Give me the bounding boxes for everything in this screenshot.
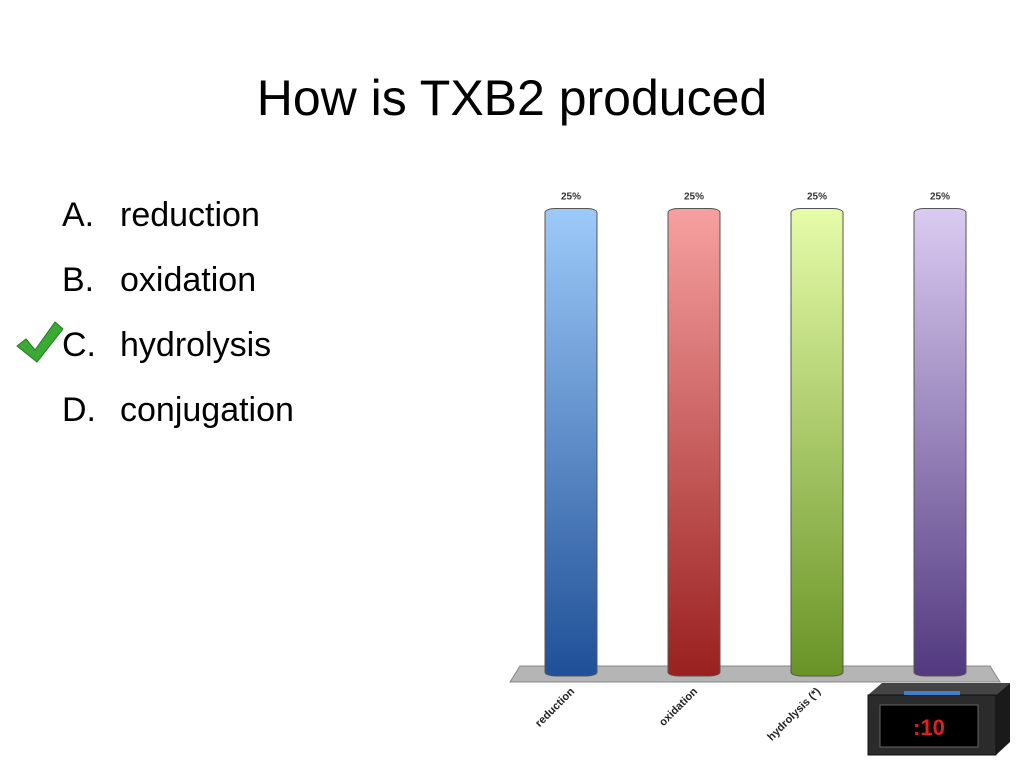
timer-text: :10 <box>913 715 945 740</box>
timer-side <box>996 683 1010 755</box>
value-label: 25% <box>807 192 827 203</box>
option-letter: C. <box>62 326 96 364</box>
timer: :10 <box>867 683 1010 756</box>
option-list: A. reduction B. oxidation C. hydrolysis … <box>62 196 294 429</box>
option-text: hydrolysis <box>120 326 271 364</box>
option-text: reduction <box>120 196 260 234</box>
bar <box>790 208 844 677</box>
timer-top <box>868 683 1010 695</box>
option-text: oxidation <box>120 261 256 299</box>
value-label: 25% <box>684 192 704 203</box>
option-letter: D. <box>62 391 96 429</box>
bar <box>913 208 967 677</box>
value-label: 25% <box>561 192 581 203</box>
correct-checkmark <box>16 321 64 363</box>
bars: 25% reduction 25% oxidation 25% hydrolysis (*… <box>533 192 967 743</box>
x-tick-label: reduction <box>533 685 577 729</box>
bar <box>667 208 721 677</box>
x-tick-label: oxidation <box>657 685 700 728</box>
option-letter: B. <box>62 261 94 299</box>
timer-display <box>879 704 979 748</box>
option-text: conjugation <box>120 391 294 429</box>
value-label: 25% <box>930 192 950 203</box>
x-tick-label: hydrolysis (*) <box>765 685 823 743</box>
option-letter: A. <box>62 196 94 234</box>
slide-title: How is TXB2 produced <box>257 70 767 126</box>
bar <box>544 208 598 677</box>
